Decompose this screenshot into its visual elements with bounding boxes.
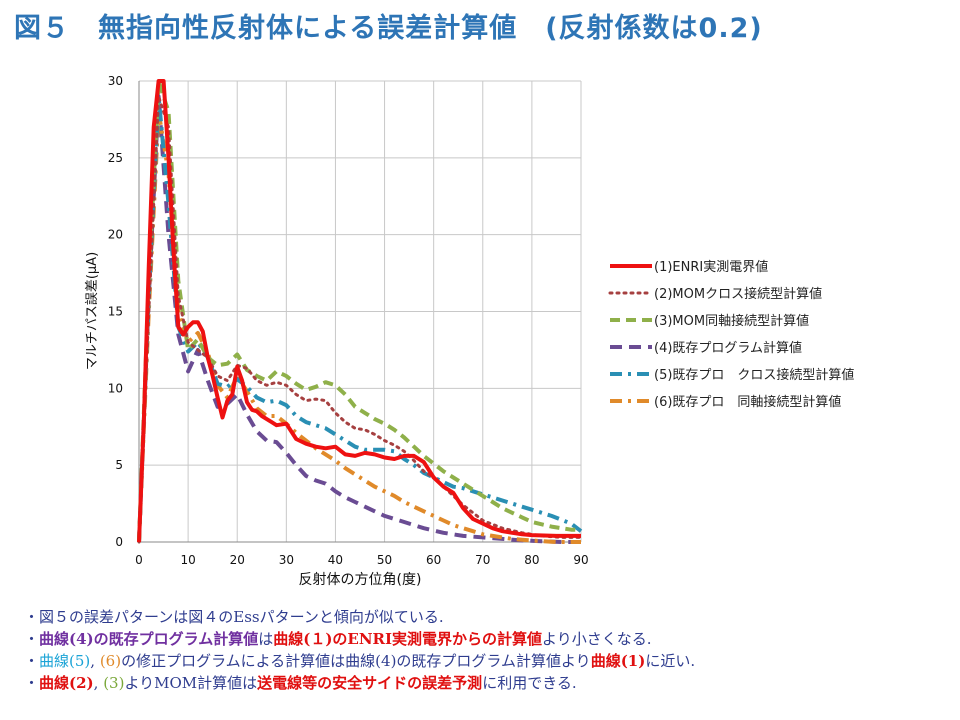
legend-item: (6)既存プロ 同軸接続型計算値 [608,387,938,414]
note-segment: 曲線(2) [39,674,94,692]
legend-item: (4)既存プログラム計算値 [608,333,938,360]
note-segment: に近い. [645,652,696,670]
note-segment: ・ [24,674,40,692]
y-tick-label: 10 [108,381,123,395]
legend-label: (5)既存プロ クロス接続型計算値 [654,368,855,383]
note-segment: 曲線(5) [39,652,91,670]
legend-label: (6)既存プロ 同軸接続型計算値 [654,395,842,410]
note-segment: に利用できる. [482,674,577,692]
notes-list: ・図５の誤差パターンは図４のEssパターンと傾向が似ている. ・曲線(4)の既存プ… [24,606,954,694]
y-tick-label: 25 [108,151,123,165]
note-line: ・曲線(5), (6)の修正プログラムによる計算値は曲線(4)の既存プログラム計… [24,650,954,672]
legend-label: (3)MOM同軸接続型計算値 [654,314,810,329]
x-tick-label: 20 [230,553,245,567]
note-segment: 曲線(１)のENRI実測電界からの計算値 [273,630,543,648]
note-segment: (3) [103,674,125,692]
note-line: ・曲線(2), (3)よりMOM計算値は送電線等の安全サイドの誤差予測に利用でき… [24,672,954,694]
note-segment: ・図５の誤差パターンは図４のEssパターンと傾向が似ている. [24,608,444,626]
y-tick-label: 15 [108,305,123,319]
note-segment: , [93,674,104,692]
x-tick-label: 80 [524,553,539,567]
note-segment: ・ [24,652,40,670]
legend-item: (1)ENRI実測電界値 [608,252,938,279]
note-segment: より [560,652,591,670]
chart-grid [139,80,582,542]
y-axis-label: マルチパス誤差(μA) [84,252,100,370]
legend-label: (4)既存プログラム計算値 [654,341,803,356]
error-chart: 0 10 20 30 40 50 60 70 80 90 0 5 10 15 20 25 30 反射体の方位角(… [84,74,589,588]
y-tick-label: 30 [108,74,123,88]
note-segment: より小さくなる. [542,630,652,648]
chart-legend: (1)ENRI実測電界値 (2)MOMクロス接続型計算値 (3)MOM同軸接続型計算… [608,252,938,414]
y-tick-label: 20 [108,228,123,242]
note-segment: の修正プログラムによる計算値は [121,652,346,670]
legend-swatch [610,317,652,322]
note-segment: は [258,630,274,648]
slide-title: 図５ 無指向性反射体による誤差計算値 (反射係数は0.2) [14,13,763,44]
legend-item: (2)MOMクロス接続型計算値 [608,279,938,306]
x-tick-label: 50 [377,553,392,567]
legend-swatch [608,291,654,294]
note-line: ・曲線(4)の既存プログラム計算値は曲線(１)のENRI実測電界からの計算値より… [24,628,954,650]
series-line-1 [137,79,581,543]
legend-swatch [610,371,652,376]
note-segment: 曲線(4)の既存プログラム計算値 [39,630,259,648]
chart-ticks: 0 10 20 30 40 50 60 70 80 90 0 5 10 15 20 25 30 [108,74,589,567]
x-axis-label: 反射体の方位角(度) [299,572,422,588]
series-line-4 [137,94,581,544]
legend-item: (3)MOM同軸接続型計算値 [608,306,938,333]
note-segment: 曲線(1) [590,652,646,670]
chart-axes [138,81,581,543]
legend-swatch [610,344,652,349]
series-line-5 [137,94,583,543]
note-line: ・図５の誤差パターンは図４のEssパターンと傾向が似ている. [24,606,954,628]
x-tick-label: 10 [180,553,195,567]
series-line-2 [137,94,583,544]
y-tick-label: 0 [115,535,123,549]
x-tick-label: 70 [475,553,490,567]
x-tick-label: 0 [135,553,143,567]
legend-swatch [610,398,652,403]
legend-label: (2)MOMクロス接続型計算値 [654,287,823,302]
note-segment: よりMOM計算値は [124,674,258,692]
series-line-6 [137,109,581,544]
legend-swatch [610,263,652,268]
note-segment: ・ [24,630,40,648]
note-segment: 曲線(4)の既存プログラム計算値 [345,652,561,670]
x-tick-label: 60 [426,553,441,567]
x-tick-label: 40 [328,553,343,567]
note-segment: , [90,652,100,670]
note-segment: 送電線等の安全サイドの誤差予測 [257,674,483,692]
chart-series [137,79,583,544]
note-segment: (6) [99,652,122,670]
x-tick-label: 30 [279,553,294,567]
y-tick-label: 5 [115,458,123,472]
x-tick-label: 90 [573,553,588,567]
legend-item: (5)既存プロ クロス接続型計算値 [608,360,938,387]
legend-label: (1)ENRI実測電界値 [654,260,769,275]
